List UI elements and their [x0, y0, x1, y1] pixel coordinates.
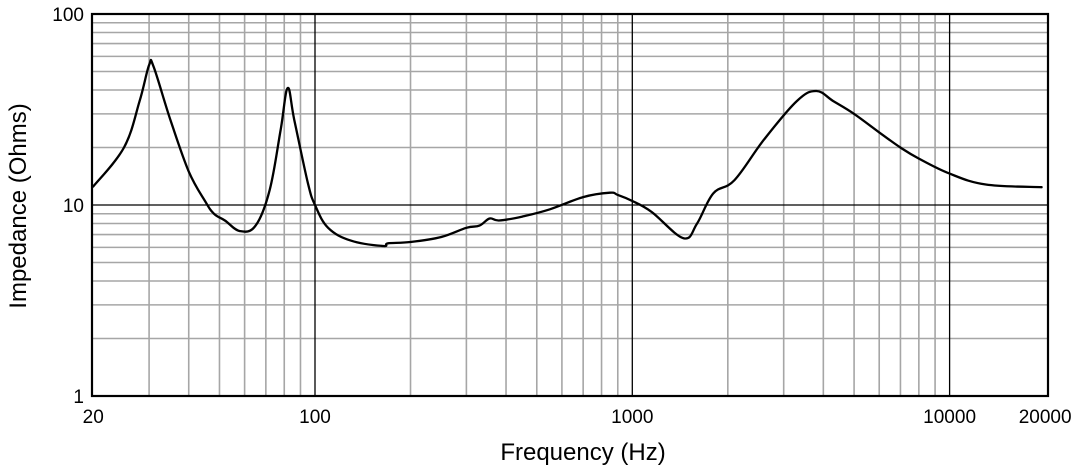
- minor-gridlines-y: [92, 21, 1048, 340]
- y-axis-tick-labels: 1 10 100: [52, 5, 84, 408]
- y-tick-label: 1: [73, 387, 84, 408]
- x-tick-label: 20: [83, 407, 104, 428]
- y-tick-label: 100: [52, 5, 84, 26]
- plot-frame: [90, 12, 1050, 398]
- x-axis-tick-labels: 20 100 1000 10000 20000: [83, 407, 1072, 428]
- x-tick-label: 10000: [923, 407, 976, 428]
- x-axis-title: Frequency (Hz): [500, 439, 665, 466]
- impedance-curve: [92, 58, 1043, 248]
- x-tick-label: 20000: [1019, 407, 1072, 428]
- x-tick-label: 100: [299, 407, 331, 428]
- y-tick-label: 10: [63, 196, 84, 217]
- x-tick-label: 1000: [611, 407, 653, 428]
- y-axis-title: Impedance (Ohms): [5, 103, 32, 308]
